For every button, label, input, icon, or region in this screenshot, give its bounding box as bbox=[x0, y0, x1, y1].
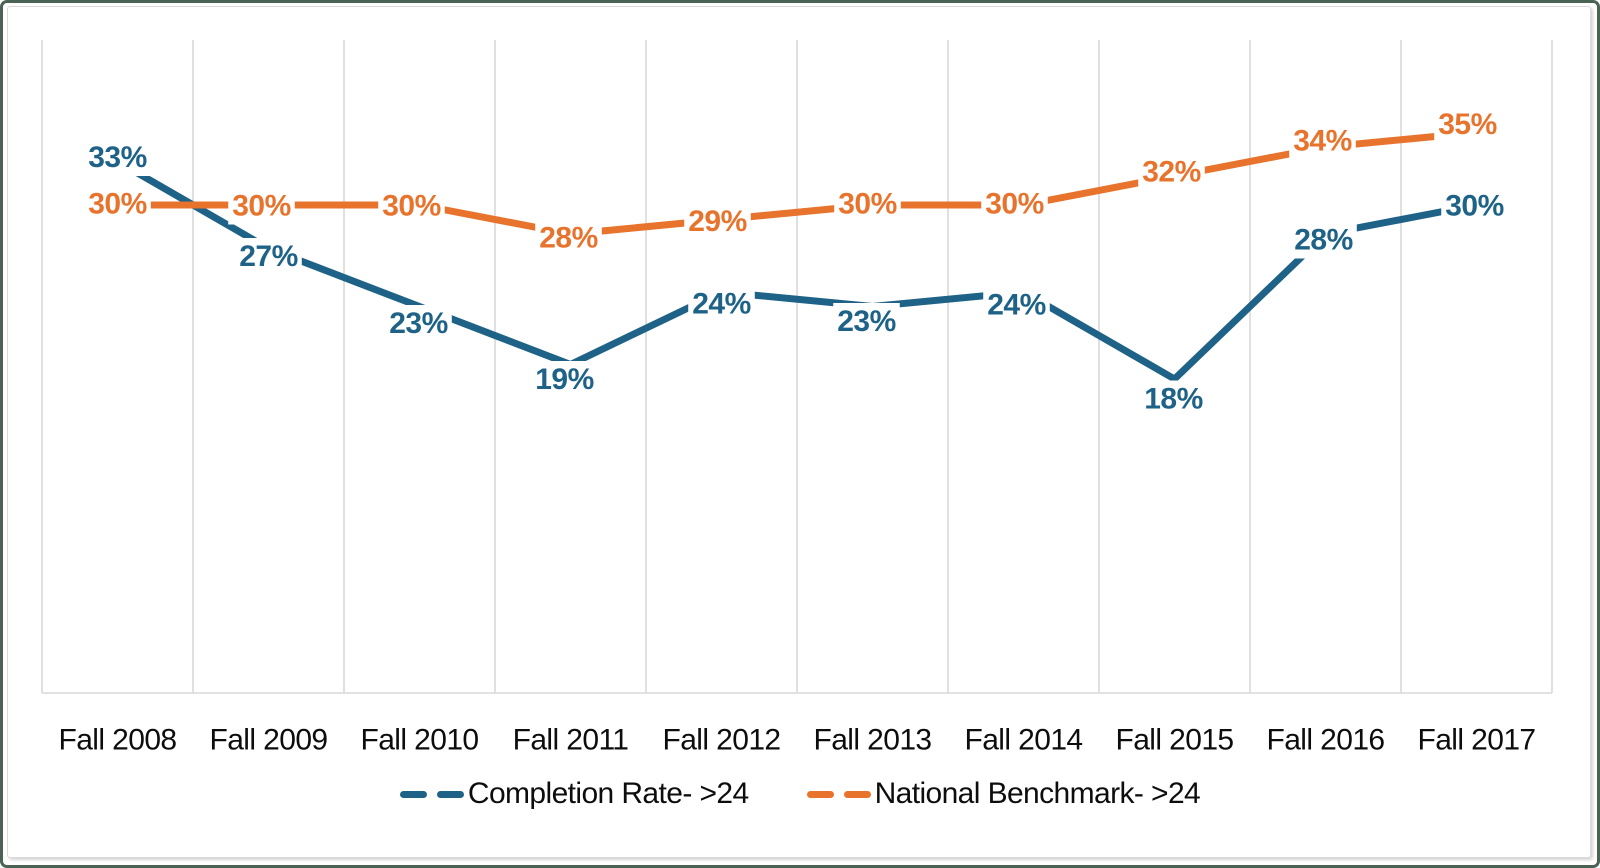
data-label: 35% bbox=[1434, 106, 1501, 143]
data-label: 27% bbox=[235, 238, 302, 275]
x-axis-label: Fall 2017 bbox=[1417, 724, 1535, 757]
data-label-halo bbox=[688, 285, 755, 323]
data-label: 30% bbox=[1441, 187, 1508, 225]
data-label-text: 30% bbox=[382, 190, 441, 223]
data-label-text: 30% bbox=[985, 188, 1044, 221]
data-label-halo bbox=[1289, 122, 1356, 160]
legend-item-national-benchmark: National Benchmark- >24 bbox=[806, 777, 1201, 811]
data-label: 24% bbox=[983, 286, 1050, 324]
data-label-halo bbox=[84, 139, 151, 176]
data-label-text: 30% bbox=[838, 188, 897, 221]
data-label-halo bbox=[378, 187, 445, 225]
x-axis-label: Fall 2016 bbox=[1266, 724, 1384, 757]
data-label: 28% bbox=[535, 219, 602, 257]
national-benchmark-dash-icon bbox=[806, 790, 834, 798]
data-label-halo bbox=[385, 305, 452, 342]
data-label: 30% bbox=[981, 185, 1048, 223]
data-label-text: 24% bbox=[692, 288, 751, 321]
x-axis-label: Fall 2014 bbox=[964, 724, 1082, 757]
data-label-text: 27% bbox=[239, 240, 298, 273]
data-label-halo bbox=[1140, 380, 1207, 418]
completion-rate-dash-icon bbox=[399, 790, 427, 798]
data-label-text: 23% bbox=[837, 305, 896, 338]
x-axis-label: Fall 2009 bbox=[209, 724, 327, 757]
x-axis-label: Fall 2010 bbox=[360, 724, 478, 757]
data-label-halo bbox=[981, 185, 1048, 223]
data-label: 30% bbox=[228, 187, 295, 225]
data-label-halo bbox=[1441, 187, 1508, 225]
x-axis-label: Fall 2013 bbox=[813, 724, 931, 757]
data-label: 30% bbox=[834, 185, 901, 223]
data-label: 33% bbox=[84, 139, 151, 176]
series-line-national-benchmark bbox=[114, 129, 1480, 238]
data-label-halo bbox=[84, 185, 151, 223]
national-benchmark-dash-icon bbox=[843, 790, 871, 798]
data-label: 19% bbox=[531, 361, 598, 398]
data-label: 32% bbox=[1138, 153, 1205, 191]
data-label-halo bbox=[235, 238, 302, 275]
x-axis-label: Fall 2008 bbox=[58, 724, 176, 757]
data-label-halo bbox=[983, 286, 1050, 324]
data-label: 23% bbox=[385, 305, 452, 342]
legend-item-completion-rate: Completion Rate- >24 bbox=[399, 777, 749, 811]
data-label-text: 30% bbox=[1445, 190, 1504, 223]
x-axis-label: Fall 2015 bbox=[1115, 724, 1233, 757]
x-axis-label: Fall 2012 bbox=[662, 724, 780, 757]
chart-legend: Completion Rate- >24 National Benchmark-… bbox=[0, 777, 1600, 811]
data-label-halo bbox=[1138, 153, 1205, 191]
data-label-halo bbox=[1290, 221, 1357, 259]
data-label: 30% bbox=[84, 185, 151, 223]
data-label: 34% bbox=[1289, 122, 1356, 160]
data-label-text: 35% bbox=[1438, 108, 1497, 141]
data-label-halo bbox=[1434, 106, 1501, 143]
data-label: 29% bbox=[684, 203, 751, 240]
data-label-halo bbox=[531, 361, 598, 398]
series-line-completion-rate bbox=[114, 158, 1480, 383]
data-label-text: 30% bbox=[232, 190, 291, 223]
data-label-halo bbox=[833, 303, 900, 340]
data-label: 18% bbox=[1140, 380, 1207, 418]
x-axis-label: Fall 2011 bbox=[513, 724, 629, 757]
data-label-text: 30% bbox=[88, 188, 147, 221]
completion-rate-dash-icon bbox=[436, 790, 464, 798]
data-label-halo bbox=[228, 187, 295, 225]
data-label: 24% bbox=[688, 285, 755, 323]
data-label: 23% bbox=[833, 303, 900, 340]
data-label-text: 32% bbox=[1142, 156, 1201, 189]
data-label-text: 28% bbox=[1294, 224, 1353, 257]
data-label-halo bbox=[535, 219, 602, 257]
data-label-text: 19% bbox=[535, 363, 594, 396]
data-label-halo bbox=[684, 203, 751, 240]
data-label-text: 24% bbox=[987, 289, 1046, 322]
data-label-text: 28% bbox=[539, 222, 598, 255]
data-label-text: 29% bbox=[688, 205, 747, 238]
data-label-halo bbox=[834, 185, 901, 223]
data-label-text: 23% bbox=[389, 307, 448, 340]
legend-label-national-benchmark: National Benchmark- >24 bbox=[874, 777, 1201, 810]
data-label-text: 33% bbox=[88, 141, 147, 174]
legend-label-completion-rate: Completion Rate- >24 bbox=[467, 777, 749, 810]
data-label: 30% bbox=[378, 187, 445, 225]
data-label: 28% bbox=[1290, 221, 1357, 259]
data-label-text: 34% bbox=[1293, 125, 1352, 158]
data-label-text: 18% bbox=[1144, 383, 1203, 416]
